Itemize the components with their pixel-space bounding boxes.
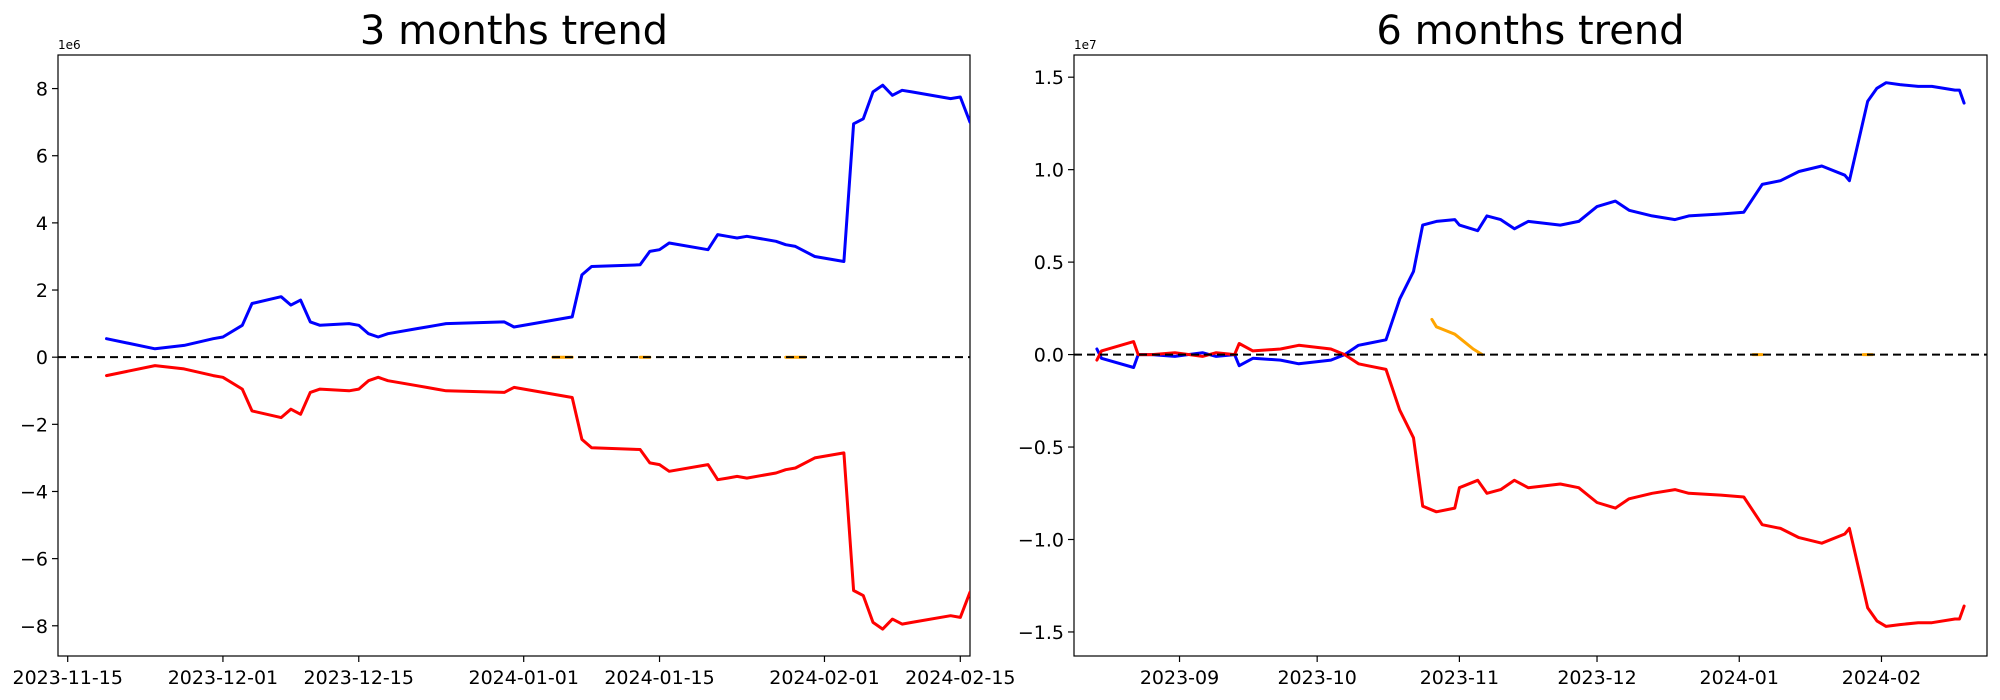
chart-title: 3 months trend: [360, 8, 668, 54]
y-tick-label: 1.0: [1034, 160, 1064, 182]
y-tick-label: 1.5: [1034, 67, 1064, 89]
series-line: [1095, 340, 1966, 628]
x-tick-label: 2023-09: [1140, 667, 1219, 689]
series-line: [105, 83, 970, 351]
y-tick-label: −4: [20, 481, 48, 503]
y-tick-label: 4: [36, 213, 48, 235]
x-tick-label: 2024-02-01: [769, 667, 879, 689]
chart-3-months: 3 months trend 1e6 −8 −6 −4 −2 0 2 4 6 8 2023-11-…: [12, 8, 1015, 689]
x-tick-label: 2023-12-01: [168, 667, 278, 689]
chart-6-months: 6 months trend 1e7 −1.5 −1.0 −0.5 0.0 0.5 1.0…: [1018, 8, 1988, 689]
y-tick-label: 0.5: [1034, 252, 1064, 274]
y-tick-label: −2: [20, 414, 48, 436]
y-tick-label: −0.5: [1018, 437, 1064, 459]
y-tick-label: 0: [36, 347, 48, 369]
y-tick-label: 0.0: [1034, 345, 1064, 367]
x-tick-label: 2024-02: [1842, 667, 1921, 689]
x-tick-label: 2023-10: [1277, 667, 1356, 689]
x-tick-label: 2024-02-15: [905, 667, 1015, 689]
x-tick-label: 2024-01-01: [468, 667, 578, 689]
x-tick-label: 2023-12: [1557, 667, 1636, 689]
y-offset-label: 1e6: [58, 38, 81, 52]
y-tick-label: −8: [20, 616, 48, 638]
y-offset-label: 1e7: [1074, 38, 1097, 52]
y-tick-label: −1.5: [1018, 622, 1064, 644]
series-line: [1095, 81, 1966, 369]
y-tick-label: −1.0: [1018, 529, 1064, 551]
series-line: [105, 364, 970, 631]
y-tick-label: 2: [36, 280, 48, 302]
x-tick-label: 2023-12-15: [304, 667, 414, 689]
y-tick-label: 8: [36, 79, 48, 101]
x-tick-label: 2023-11: [1420, 667, 1499, 689]
series-line: [1430, 317, 1484, 357]
y-tick-label: −6: [20, 549, 48, 571]
x-tick-label: 2024-01: [1700, 667, 1779, 689]
plot-frame: [57, 54, 971, 657]
y-tick-label: 6: [36, 146, 48, 168]
x-tick-label: 2024-01-15: [604, 667, 714, 689]
x-tick-label: 2023-11-15: [12, 667, 122, 689]
chart-title: 6 months trend: [1376, 8, 1684, 54]
